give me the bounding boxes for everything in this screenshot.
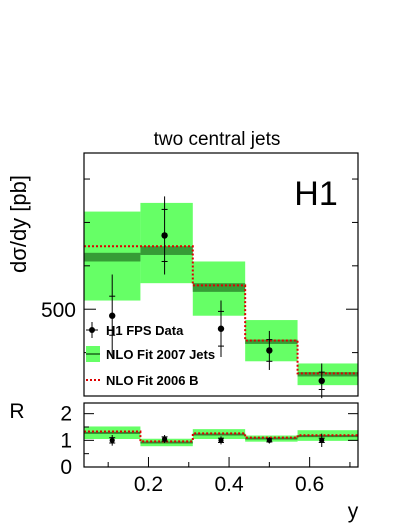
ratio-y-label: R	[9, 400, 24, 423]
x-tick-label: 0.6	[295, 473, 324, 496]
ratio-y-tick-label: 2	[60, 403, 72, 426]
x-tick-label: 0.4	[214, 473, 244, 496]
x-axis-label: y	[348, 500, 359, 523]
legend-data-marker	[89, 327, 95, 333]
nlo-2007-inner-band-bin	[297, 372, 358, 377]
data-point	[217, 325, 225, 332]
ratio-frame	[83, 402, 359, 468]
nlo-2006b-line	[84, 245, 358, 375]
data-point	[318, 377, 325, 385]
chart-title: two central jets	[154, 129, 281, 150]
y-tick-label: 500	[41, 299, 76, 322]
data-point	[161, 436, 168, 442]
ratio-y-tick-label: 1	[60, 429, 72, 452]
main-frame	[83, 152, 359, 397]
y-axis-label: dσ/dy [pb]	[6, 175, 31, 273]
ratio-panel: R 0 1 2 0.2 0.4 0.6 y	[9, 400, 358, 523]
data-point	[161, 232, 168, 239]
data-point	[266, 347, 273, 354]
nlo-2006b-line	[84, 430, 358, 443]
nlo-2007-band-bin	[140, 202, 193, 284]
nlo-2007-inner-band-bin	[245, 339, 298, 344]
nlo-2007-inner-band-bin	[140, 246, 193, 255]
main-y-axis: 500	[41, 178, 358, 354]
legend-label: H1 FPS Data	[106, 323, 184, 338]
main-plot-area	[84, 196, 358, 399]
h1-stamp: H1	[294, 175, 337, 213]
main-panel: two central jets dσ/dy [pb] H1 500 H1 FP…	[6, 129, 359, 399]
nlo-2007-inner-band-bin	[84, 252, 141, 262]
data-point	[266, 437, 272, 443]
x-tick-label: 0.2	[134, 473, 163, 496]
data-point	[319, 437, 325, 443]
legend: H1 FPS Data NLO Fit 2007 Jets NLO Fit 2006…	[86, 322, 215, 388]
data-point	[109, 437, 115, 443]
legend-label: NLO Fit 2007 Jets	[106, 347, 215, 362]
ratio-axes: 0 1 2 0.2 0.4 0.6	[60, 403, 358, 496]
data-point	[218, 437, 224, 443]
legend-label: NLO Fit 2006 B	[106, 373, 198, 388]
nlo-2007-inner-band-bin	[192, 283, 246, 292]
ratio-y-tick-label: 0	[60, 456, 72, 479]
ratio-plot-area	[84, 426, 358, 447]
data-point	[109, 312, 116, 319]
